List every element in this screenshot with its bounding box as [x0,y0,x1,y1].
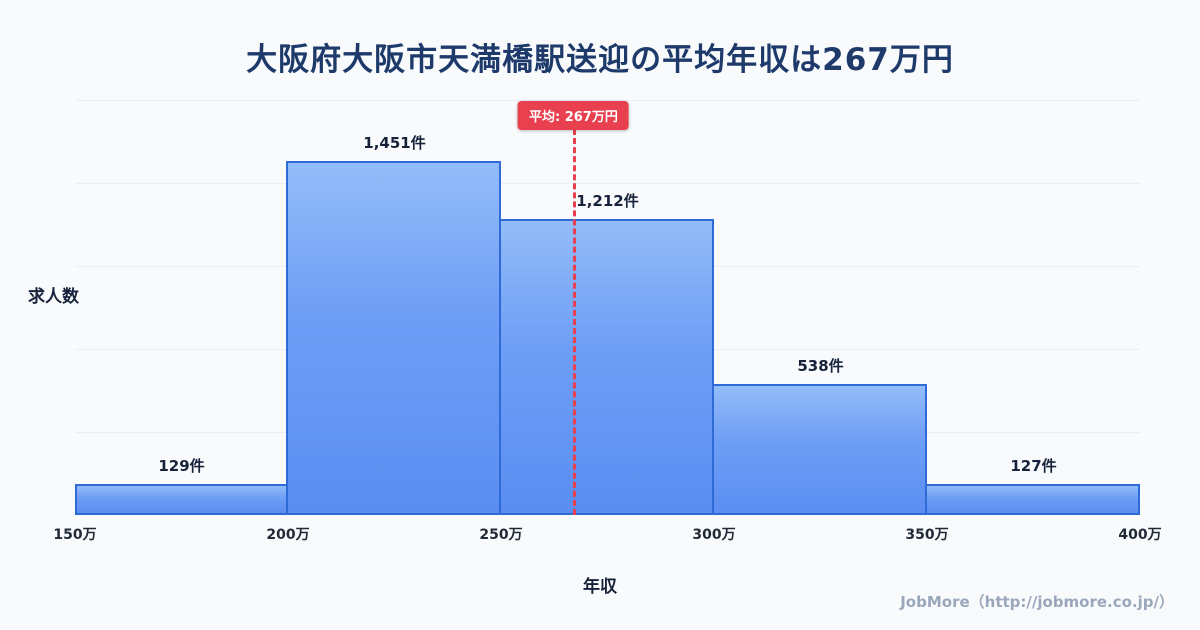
histogram-bar [75,483,288,515]
gridline [75,183,1140,184]
gridline [75,100,1140,101]
bar-value-label: 538件 [797,356,844,375]
histogram-bar [712,383,927,515]
plot-area: 129件 1,451件 1,212件 538件 127件 [75,100,1140,515]
x-tick-label: 300万 [692,527,736,543]
histogram-bar [286,160,501,515]
histogram-bar [499,219,714,515]
mean-line [573,129,577,515]
x-tick-label: 400万 [1118,527,1162,543]
chart-title: 大阪府大阪市天満橋駅送迎の平均年収は267万円 [246,42,954,78]
footer-credit: JobMore（http://jobmore.co.jp/） [900,593,1174,611]
x-tick-label: 350万 [905,527,949,543]
x-tick-label: 250万 [479,527,523,543]
mean-badge: 平均: 267万円 [517,101,629,130]
bar-value-label: 129件 [158,456,205,475]
bar-value-label: 127件 [1010,457,1057,475]
bar-value-label: 1,212件 [576,192,639,211]
y-axis-title: 求人数 [28,287,79,307]
x-tick-label: 200万 [266,527,310,543]
bar-value-label: 1,451件 [363,133,426,152]
histogram-bar [925,484,1140,515]
x-tick-label: 150万 [53,527,97,543]
x-axis-title: 年収 [583,577,617,597]
